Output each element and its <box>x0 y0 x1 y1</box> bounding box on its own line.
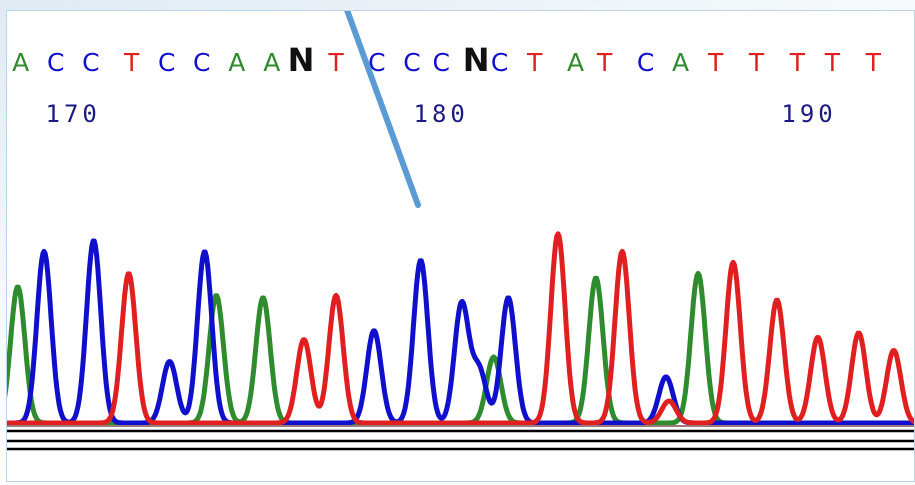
pointer-arrow <box>7 11 914 481</box>
pointer-line <box>343 11 418 205</box>
